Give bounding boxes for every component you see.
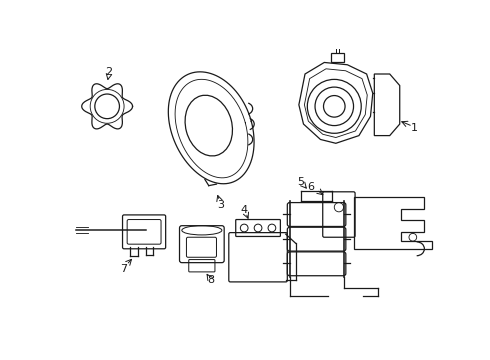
Text: 5: 5 — [298, 177, 305, 187]
Text: 3: 3 — [217, 200, 224, 210]
Text: 2: 2 — [105, 67, 112, 77]
Text: 7: 7 — [121, 264, 127, 274]
Text: 6: 6 — [307, 182, 314, 192]
Text: 4: 4 — [241, 204, 248, 215]
Text: 1: 1 — [411, 123, 418, 133]
Text: 8: 8 — [208, 275, 215, 285]
